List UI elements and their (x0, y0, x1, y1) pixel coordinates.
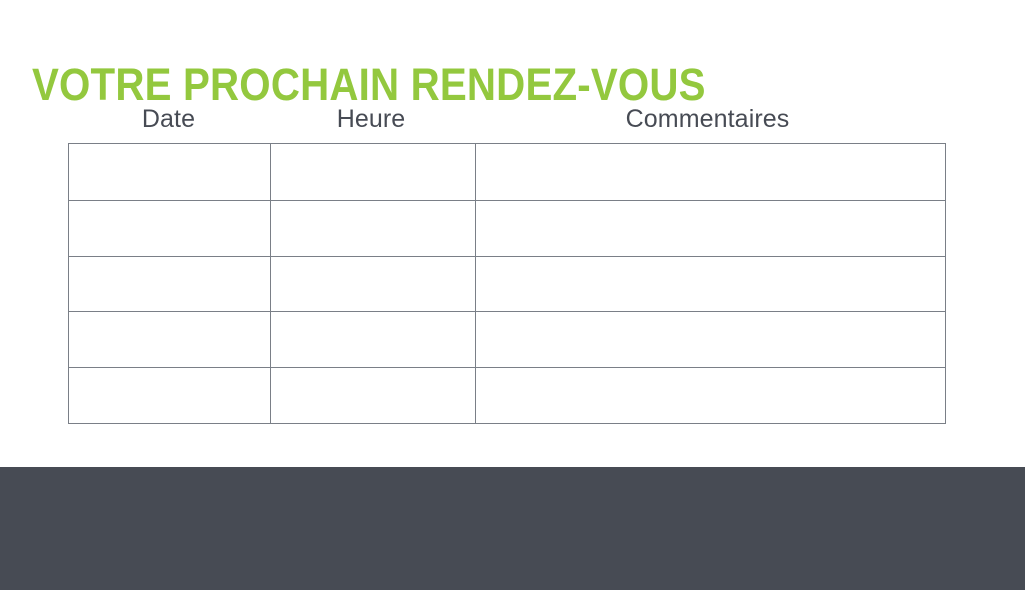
column-header-date: Date (141, 105, 196, 133)
cell-date[interactable] (68, 199, 271, 257)
cell-commentaires[interactable] (475, 199, 946, 257)
column-header-heure: Heure (336, 105, 406, 133)
table-row (68, 367, 946, 424)
cell-commentaires[interactable] (475, 311, 946, 369)
cell-heure[interactable] (270, 311, 476, 369)
table-row (68, 255, 946, 313)
cell-heure[interactable] (270, 143, 476, 201)
cell-date[interactable] (68, 367, 271, 424)
cell-heure[interactable] (270, 255, 476, 313)
cell-commentaires[interactable] (475, 255, 946, 313)
cell-heure[interactable] (270, 367, 476, 424)
table-row (68, 143, 946, 201)
column-header-commentaires: Commentaires (625, 105, 790, 133)
cell-date[interactable] (68, 255, 271, 313)
appointment-table-body (68, 143, 946, 424)
page-title: VOTRE PROCHAIN RENDEZ-VOUS (32, 59, 706, 111)
table-row (68, 311, 946, 369)
table-row (68, 199, 946, 257)
cell-commentaires[interactable] (475, 143, 946, 201)
appointment-table (68, 143, 946, 424)
cell-date[interactable] (68, 143, 271, 201)
cell-heure[interactable] (270, 199, 476, 257)
footer-band (0, 467, 1025, 590)
cell-date[interactable] (68, 311, 271, 369)
cell-commentaires[interactable] (475, 367, 946, 424)
